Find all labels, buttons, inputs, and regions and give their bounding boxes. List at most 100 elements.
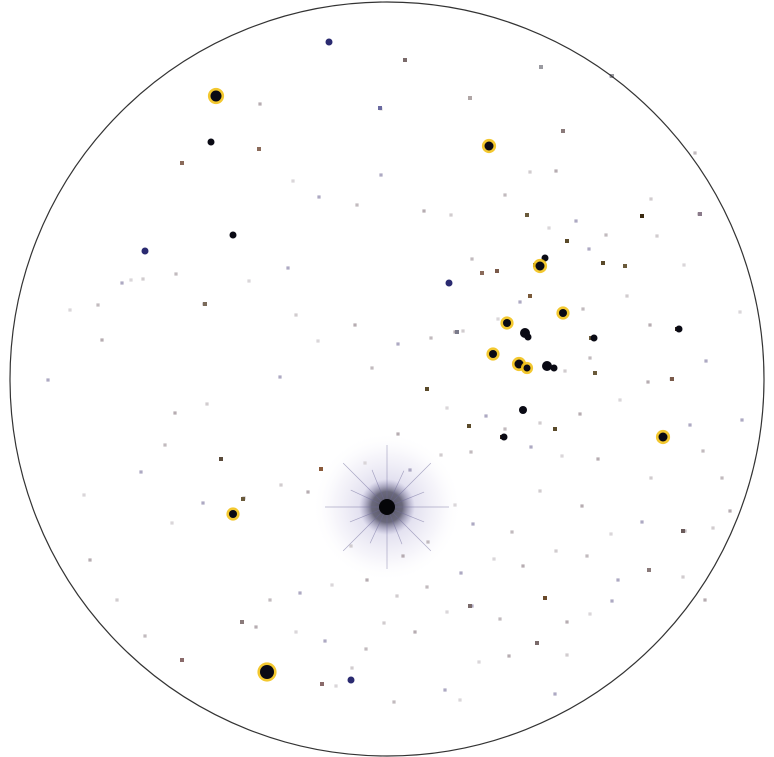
faint-star (458, 698, 462, 702)
medium-star (528, 294, 532, 298)
faint-star (401, 554, 405, 558)
medium-star (543, 596, 547, 600)
faint-star (254, 625, 258, 629)
faint-star (711, 526, 715, 530)
faint-star (521, 564, 525, 568)
medium-star (593, 371, 597, 375)
medium-star (647, 568, 651, 572)
faint-star (703, 598, 707, 602)
faint-star (738, 310, 742, 314)
bright-star (542, 361, 552, 371)
faint-star (395, 594, 399, 598)
faint-star (618, 398, 622, 402)
faint-star (355, 203, 359, 207)
medium-star (553, 427, 557, 431)
medium-star (525, 213, 529, 217)
medium-star (425, 387, 429, 391)
bright-star (500, 433, 508, 441)
faint-star (129, 278, 133, 282)
faint-star (170, 521, 174, 525)
faint-star (496, 317, 500, 321)
faint-star (201, 501, 205, 505)
faint-star (439, 453, 443, 457)
faint-star (529, 445, 533, 449)
faint-star (422, 209, 426, 213)
faint-star (649, 476, 653, 480)
faint-star (547, 226, 551, 230)
faint-star (609, 532, 613, 536)
faint-star (560, 454, 564, 458)
faint-star (298, 591, 302, 595)
diffraction-spike (386, 506, 432, 552)
faint-star (370, 366, 374, 370)
faint-star (350, 666, 354, 670)
medium-star (319, 467, 323, 471)
faint-star (247, 279, 251, 283)
faint-star (88, 558, 92, 562)
faint-star (518, 300, 522, 304)
faint-star (616, 578, 620, 582)
medium-star (180, 658, 184, 662)
faint-star (408, 468, 412, 472)
faint-star (588, 356, 592, 360)
faint-star (459, 571, 463, 575)
eyepiece-field-outline (9, 1, 765, 757)
faint-star (604, 233, 608, 237)
faint-star (640, 520, 644, 524)
faint-star (646, 380, 650, 384)
medium-star (495, 269, 499, 273)
bright-star (229, 231, 237, 239)
faint-star (426, 540, 430, 544)
faint-star (477, 660, 481, 664)
faint-star (392, 700, 396, 704)
faint-star (429, 336, 433, 340)
medium-star (468, 96, 472, 100)
faint-star (363, 461, 367, 465)
bright-star (445, 279, 453, 287)
medium-star (640, 214, 644, 218)
faint-star (554, 169, 558, 173)
faint-star (596, 457, 600, 461)
diffraction-spike (342, 462, 388, 508)
faint-star (120, 281, 124, 285)
bright-star (535, 261, 545, 271)
faint-star (498, 617, 502, 621)
faint-star (316, 339, 320, 343)
faint-star (484, 414, 488, 418)
faint-star (574, 219, 578, 223)
faint-star (443, 688, 447, 692)
bright-star (347, 676, 355, 684)
bright-star (590, 334, 598, 342)
faint-star (413, 630, 417, 634)
faint-star (701, 449, 705, 453)
faint-star (507, 654, 511, 658)
faint-star (693, 151, 697, 155)
bright-star (489, 350, 497, 358)
bright-star (207, 138, 215, 146)
faint-star (587, 247, 591, 251)
faint-star (580, 504, 584, 508)
medium-star (378, 106, 382, 110)
faint-star (445, 406, 449, 410)
faint-star (279, 483, 283, 487)
faint-star (139, 470, 143, 474)
bright-star (484, 141, 494, 151)
faint-star (625, 294, 629, 298)
faint-star (163, 443, 167, 447)
medium-star (257, 147, 261, 151)
bright-star (325, 38, 333, 46)
faint-star (469, 450, 473, 454)
faint-star (334, 684, 338, 688)
faint-star (610, 599, 614, 603)
faint-star (323, 639, 327, 643)
faint-star (538, 489, 542, 493)
faint-star (585, 554, 589, 558)
faint-star (425, 585, 429, 589)
faint-star (143, 634, 147, 638)
medium-star (601, 261, 605, 265)
medium-star (535, 641, 539, 645)
faint-star (173, 411, 177, 415)
medium-star (403, 58, 407, 62)
medium-star (241, 497, 245, 501)
